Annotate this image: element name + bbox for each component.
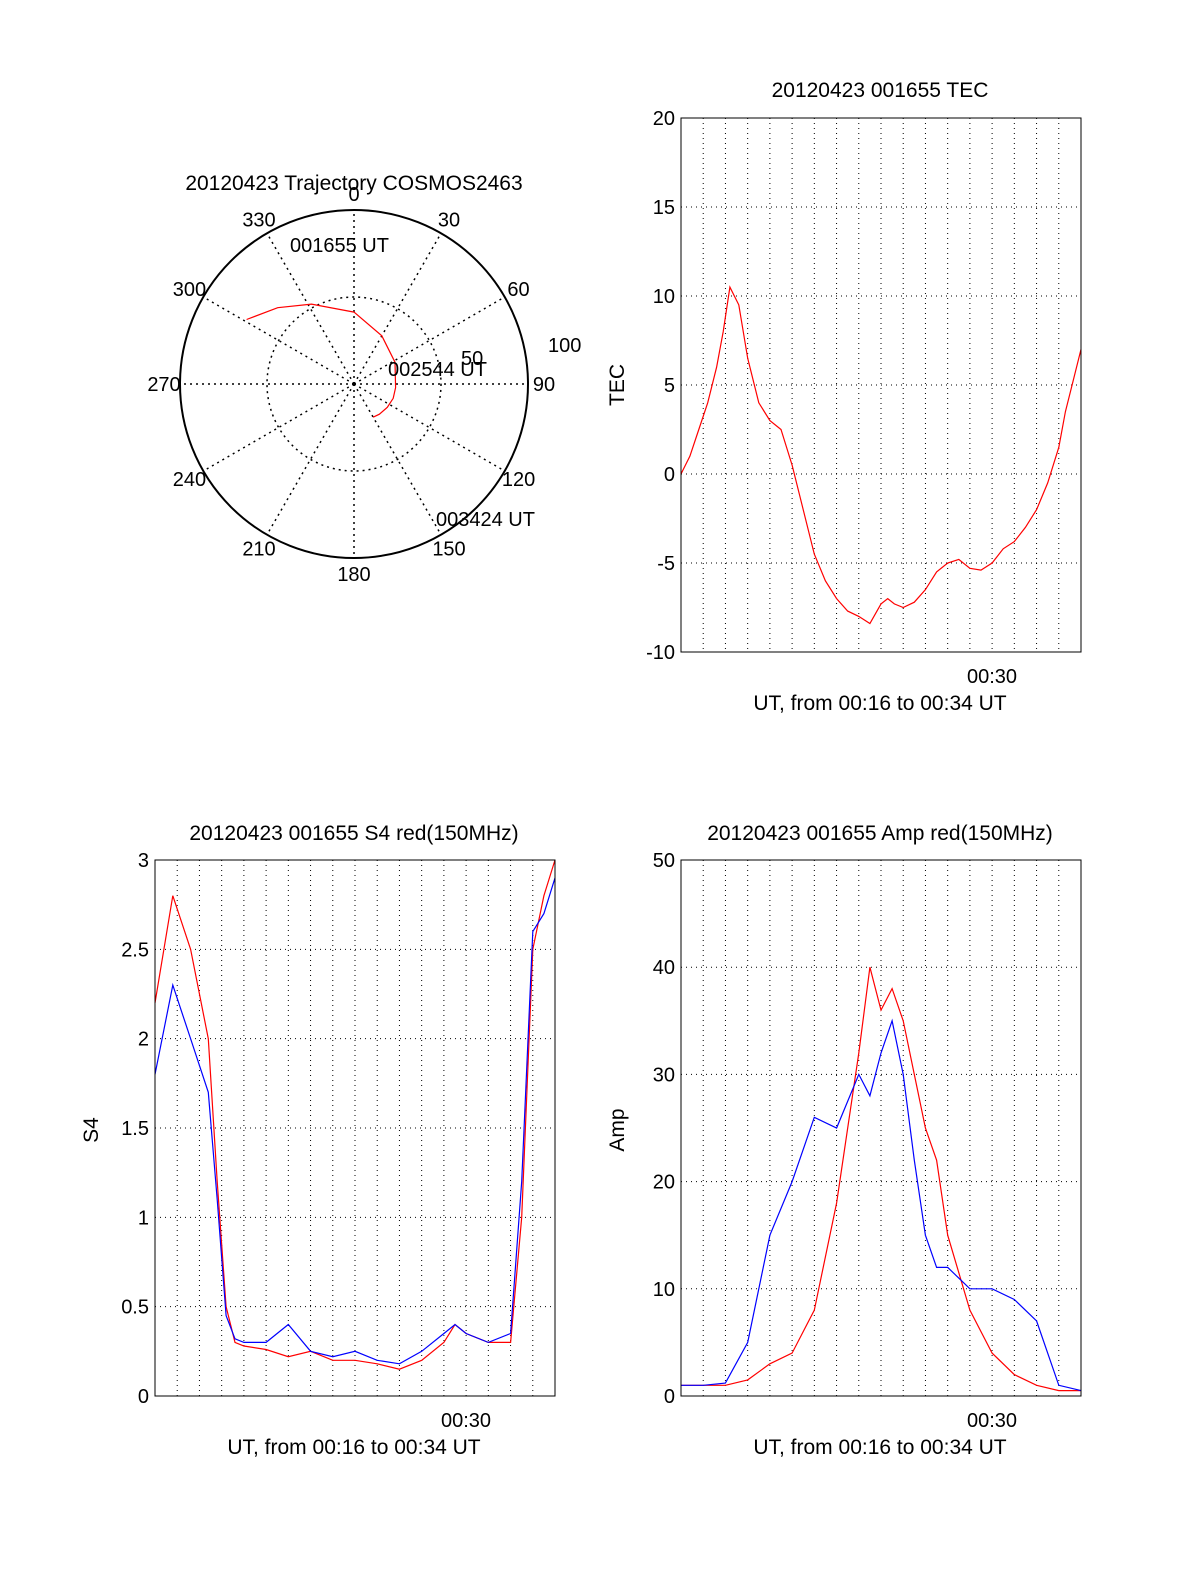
tec-y-tick-label: 5: [664, 375, 675, 397]
tec-title: 20120423 001655 TEC: [772, 79, 989, 102]
s4-x-tick-label: 00:30: [441, 1410, 491, 1432]
polar-grid: [180, 210, 528, 558]
polar-azimuth-label: 0: [348, 184, 359, 206]
s4-title: 20120423 001655 S4 red(150MHz): [189, 822, 518, 845]
amp-y-tick-label: 20: [653, 1172, 675, 1194]
polar-azimuth-label: 90: [533, 374, 555, 396]
polar-azimuth-label: 330: [242, 209, 275, 231]
amp-y-tick-label: 40: [653, 957, 675, 979]
s4-grid: [155, 860, 555, 1396]
polar-grid-spoke: [202, 296, 355, 385]
trajectory-mid-label: 002544 UT: [388, 359, 487, 381]
amp-series-line-blue: [681, 1018, 1082, 1392]
trajectory-line: [246, 303, 397, 418]
tec-grid: [681, 118, 1081, 652]
s4-y-tick-label: 2.5: [121, 939, 149, 961]
tec-x-label: UT, from 00:16 to 00:34 UT: [753, 692, 1006, 715]
s4-y-tick-labels: 3 2.5 2 1.5 1 0.5 0: [121, 850, 149, 1408]
s4-series-line-blue: [154, 877, 556, 1365]
tec-series: [680, 285, 1082, 625]
polar-grid-spoke: [266, 383, 355, 536]
polar-grid-spoke: [353, 383, 506, 472]
tec-y-tick-label: -10: [646, 642, 675, 664]
amp-panel: 20120423 001655 Amp red(150MHz) 50 40 30 20…: [606, 822, 1082, 1459]
s4-y-tick-label: 0: [138, 1386, 149, 1408]
polar-azimuth-label: 150: [432, 539, 465, 561]
amp-series: [681, 967, 1082, 1392]
tec-series-line-red: [680, 285, 1082, 625]
polar-azimuth-label: 210: [242, 539, 275, 561]
polar-grid-spoke: [353, 296, 506, 385]
tec-y-tick-label: 10: [653, 286, 675, 308]
s4-y-tick-label: 1: [138, 1207, 149, 1229]
polar-azimuth-label: 270: [147, 374, 180, 396]
tec-plot-frame: [680, 117, 1082, 653]
amp-y-tick-label: 0: [664, 1386, 675, 1408]
polar-azimuth-label: 300: [173, 279, 206, 301]
amp-plot-frame: [680, 859, 1082, 1397]
tec-y-tick-labels: 20 15 10 5 0 -5 -10: [646, 108, 675, 664]
amp-grid: [681, 860, 1081, 1396]
amp-series-line-red: [681, 967, 1081, 1392]
amp-y-tick-label: 30: [653, 1064, 675, 1086]
tec-y-tick-label: 15: [653, 197, 675, 219]
tec-y-tick-label: 20: [653, 108, 675, 130]
polar-trajectory-panel: 20120423 Trajectory COSMOS2463 0 30 60 90 12…: [147, 172, 581, 586]
s4-plot-frame: [154, 859, 556, 1397]
amp-x-tick-label: 00:30: [967, 1410, 1017, 1432]
s4-series-line-red: [154, 859, 556, 1370]
s4-series: [154, 859, 556, 1370]
polar-grid-spoke: [353, 383, 442, 536]
polar-azimuth-label: 180: [337, 564, 370, 586]
polar-azimuth-label: 30: [438, 209, 460, 231]
tec-x-tick-label: 00:30: [967, 666, 1017, 688]
polar-title: 20120423 Trajectory COSMOS2463: [185, 172, 522, 195]
s4-y-label: S4: [80, 1117, 103, 1143]
polar-grid-spoke: [353, 232, 442, 385]
amp-x-label: UT, from 00:16 to 00:34 UT: [753, 1436, 1006, 1459]
tec-y-tick-label: 0: [664, 464, 675, 486]
polar-grid-spoke: [202, 383, 355, 472]
trajectory-start-label: 001655 UT: [290, 235, 389, 257]
amp-y-tick-labels: 50 40 30 20 10 0: [653, 850, 675, 1408]
polar-grid-circle: [266, 296, 442, 472]
s4-y-tick-label: 3: [138, 850, 149, 872]
amp-y-label: Amp: [606, 1108, 629, 1151]
polar-azimuth-label: 120: [502, 469, 535, 491]
amp-y-tick-label: 50: [653, 850, 675, 872]
polar-azimuth-label: 60: [507, 279, 529, 301]
amp-y-tick-label: 10: [653, 1279, 675, 1301]
s4-y-tick-label: 0.5: [121, 1297, 149, 1319]
polar-radial-label: 50: [461, 348, 483, 370]
s4-y-tick-label: 1.5: [121, 1118, 149, 1140]
tec-y-tick-label: -5: [657, 553, 675, 575]
polar-azimuth-label: 240: [173, 469, 206, 491]
s4-panel: 20120423 001655 S4 red(150MHz) 3 2.5 2 1.5 1…: [80, 822, 556, 1459]
s4-y-tick-label: 2: [138, 1029, 149, 1051]
tec-y-label: TEC: [606, 364, 629, 406]
polar-grid-spoke: [266, 232, 355, 385]
polar-azimuth-labels: 0 30 60 90 120 150 180 210 240 270 300 330: [147, 184, 555, 586]
polar-outer-circle: [179, 209, 529, 559]
trajectory-end-label: 003424 UT: [436, 509, 535, 531]
s4-x-label: UT, from 00:16 to 00:34 UT: [227, 1436, 480, 1459]
amp-title: 20120423 001655 Amp red(150MHz): [707, 822, 1053, 845]
polar-radial-label: 100: [548, 335, 581, 357]
